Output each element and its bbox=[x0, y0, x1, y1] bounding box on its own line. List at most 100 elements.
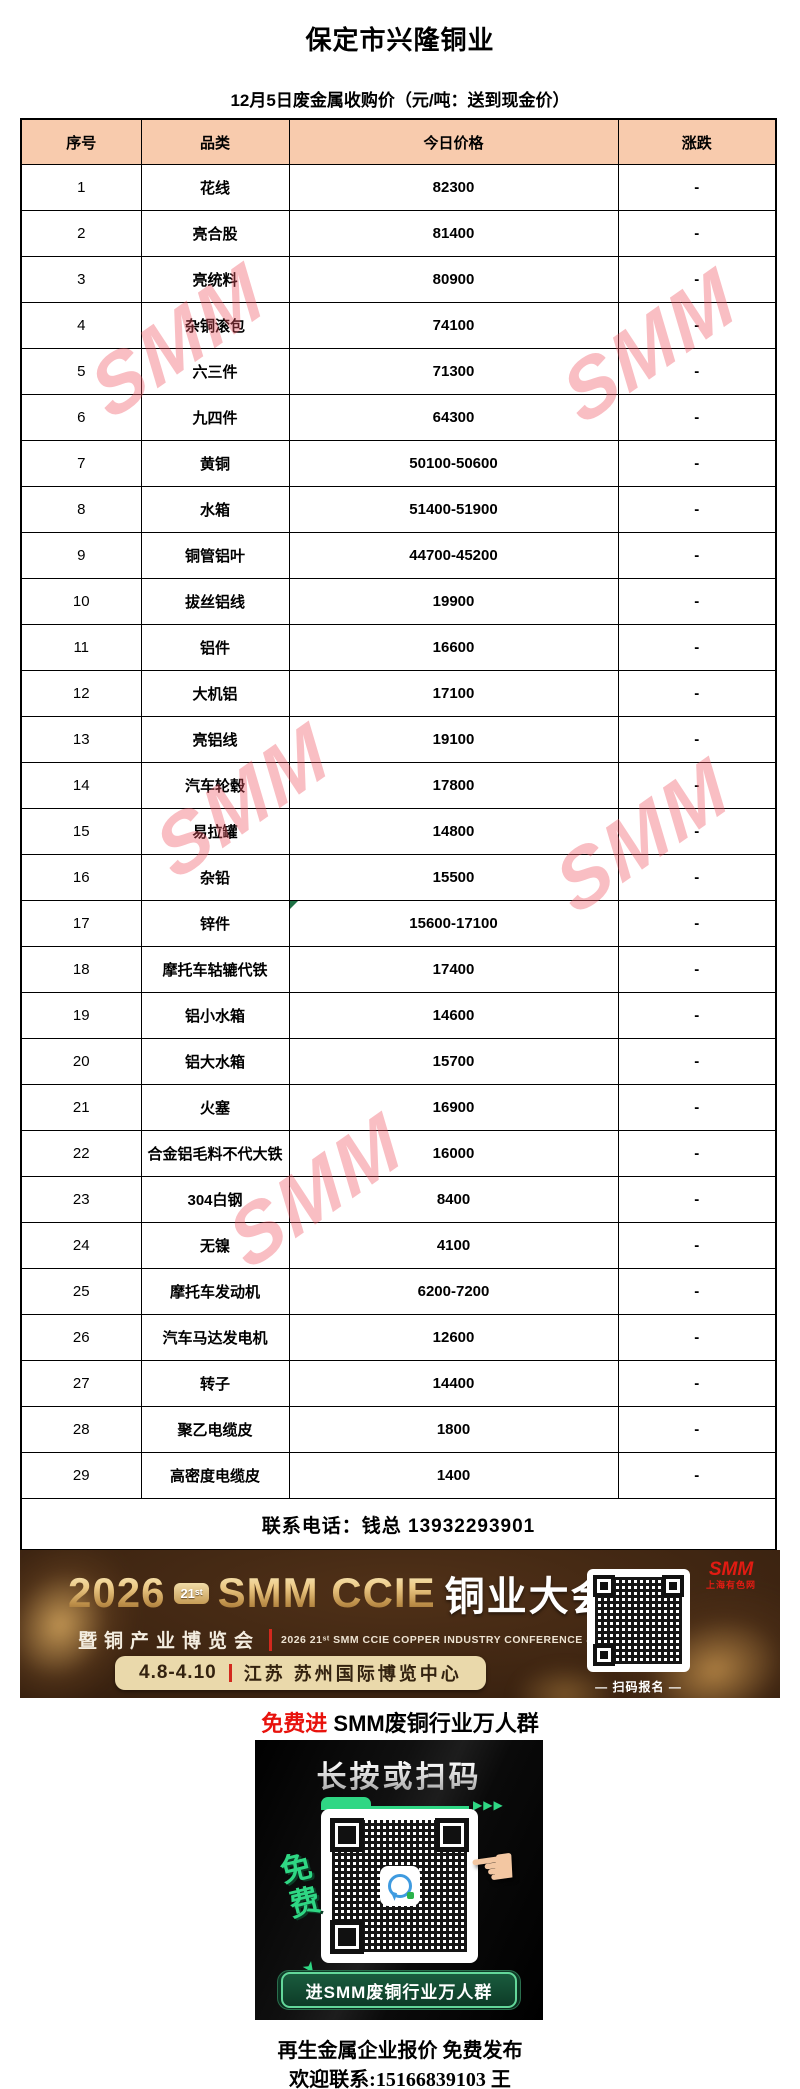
join-group-button-label: 进SMM废铜行业万人群 bbox=[281, 1972, 517, 2008]
table-row: 22 合金铝毛料不代大铁 16000- bbox=[20, 1130, 777, 1177]
cell-index: 13 bbox=[20, 716, 142, 763]
cell-change: - bbox=[617, 1406, 777, 1453]
col-header-change: 涨跌 bbox=[617, 118, 777, 165]
banner-title-cn: 铜业大会 bbox=[444, 1575, 613, 1619]
cell-change: - bbox=[617, 1452, 777, 1499]
banner-subtitle: 暨铜产业博览会 2026 21ˢᵗ SMM CCIE COPPER INDUST… bbox=[78, 1626, 629, 1653]
cell-price: 16900 bbox=[288, 1084, 619, 1131]
cell-index: 27 bbox=[20, 1360, 142, 1407]
banner-subtitle-en: 2026 21ˢᵗ SMM CCIE COPPER INDUSTRY CONFE… bbox=[281, 1633, 629, 1646]
cell-category: 杂铜滚包 bbox=[140, 302, 290, 349]
cell-category: 汽车轮毂 bbox=[140, 762, 290, 809]
cell-price: 44700-45200 bbox=[288, 532, 619, 579]
page-subtitle: 12月5日废金属收购价（元/吨：送到现金价） bbox=[230, 91, 570, 110]
cell-price: 71300 bbox=[288, 348, 619, 395]
table-row: 1 花线 82300- bbox=[20, 164, 777, 211]
cell-change: - bbox=[617, 532, 777, 579]
cell-category: 九四件 bbox=[140, 394, 290, 441]
cell-category: 水箱 bbox=[140, 486, 290, 533]
cell-price: 64300 bbox=[288, 394, 619, 441]
cell-change: - bbox=[617, 1130, 777, 1177]
cell-change: - bbox=[617, 302, 777, 349]
signup-qr-code-icon[interactable] bbox=[587, 1569, 690, 1672]
cell-change: - bbox=[617, 440, 777, 487]
contact-row: 联系电话：钱总 13932293901 bbox=[20, 1498, 777, 1551]
group-qr-code-icon[interactable] bbox=[321, 1809, 478, 1963]
contact-phone: 联系电话：钱总 13932293901 bbox=[20, 1498, 777, 1551]
event-date-venue-pill: 4.8-4.10 江苏 苏州国际博览中心 bbox=[115, 1656, 486, 1690]
cell-price: 51400-51900 bbox=[288, 486, 619, 533]
cell-index: 14 bbox=[20, 762, 142, 809]
table-row: 6 九四件 64300- bbox=[20, 394, 777, 441]
cell-change: - bbox=[617, 1268, 777, 1315]
table-header-row: 序号 品类 今日价格 涨跌 bbox=[20, 118, 777, 165]
qr-finder bbox=[593, 1644, 615, 1666]
divider-bar bbox=[228, 1664, 232, 1682]
cell-change: - bbox=[617, 900, 777, 947]
banner-title: 2026 21ˢᵗ SMM CCIE 铜业大会 bbox=[68, 1564, 613, 1622]
table-row: 24 无镍 4100- bbox=[20, 1222, 777, 1269]
table-row: 19 铝小水箱 14600- bbox=[20, 992, 777, 1039]
cell-change: - bbox=[617, 164, 777, 211]
cell-change: - bbox=[617, 1360, 777, 1407]
cell-index: 26 bbox=[20, 1314, 142, 1361]
table-row: 16 杂铅 15500- bbox=[20, 854, 777, 901]
table-row: 4 杂铜滚包 74100- bbox=[20, 302, 777, 349]
cell-price: 14400 bbox=[288, 1360, 619, 1407]
cell-price: 1800 bbox=[288, 1406, 619, 1453]
cell-category: 六三件 bbox=[140, 348, 290, 395]
table-row: 5 六三件 71300- bbox=[20, 348, 777, 395]
cell-category: 铝大水箱 bbox=[140, 1038, 290, 1085]
cell-change: - bbox=[617, 486, 777, 533]
cell-index: 12 bbox=[20, 670, 142, 717]
table-row: 13 亮铝线 19100- bbox=[20, 716, 777, 763]
price-table-body: 1 花线 82300-2 亮合股 81400-3 亮统料 80900-4 杂铜滚包 74100-… bbox=[20, 164, 777, 1499]
cell-price: 6200-7200 bbox=[288, 1268, 619, 1315]
price-table-wrap: 序号 品类 今日价格 涨跌 1 花线 82300-2 亮合股 81400-3 亮统料 809… bbox=[20, 118, 777, 1551]
cell-index: 20 bbox=[20, 1038, 142, 1085]
banner-subtitle-cn: 暨铜产业博览会 bbox=[78, 1631, 261, 1652]
table-row: 20 铝大水箱 15700- bbox=[20, 1038, 777, 1085]
table-row: 21 火塞 16900- bbox=[20, 1084, 777, 1131]
wechat-icon bbox=[379, 1866, 420, 1906]
cell-index: 28 bbox=[20, 1406, 142, 1453]
cell-category: 聚乙电缆皮 bbox=[140, 1406, 290, 1453]
cell-index: 25 bbox=[20, 1268, 142, 1315]
col-header-category: 品类 bbox=[140, 118, 290, 165]
event-date: 4.8-4.10 bbox=[139, 1662, 217, 1683]
cell-category: 摩托车发动机 bbox=[140, 1268, 290, 1315]
cell-index: 21 bbox=[20, 1084, 142, 1131]
join-group-button[interactable]: 进SMM废铜行业万人群 bbox=[277, 1970, 521, 2010]
smm-logo: SMM 上海有色网 bbox=[706, 1560, 756, 1590]
cell-change: - bbox=[617, 1176, 777, 1223]
cell-category: 亮合股 bbox=[140, 210, 290, 257]
cell-index: 16 bbox=[20, 854, 142, 901]
table-row: 17 锌件 15600-17100- bbox=[20, 900, 777, 947]
cell-price: 1400 bbox=[288, 1452, 619, 1499]
cell-index: 7 bbox=[20, 440, 142, 487]
cell-index: 29 bbox=[20, 1452, 142, 1499]
footer-contact: 欢迎联系:15166839103 王 bbox=[289, 2069, 511, 2089]
col-header-price: 今日价格 bbox=[288, 118, 619, 165]
table-row: 14 汽车轮毂 17800- bbox=[20, 762, 777, 809]
cell-price: 15600-17100 bbox=[288, 900, 619, 947]
cell-index: 11 bbox=[20, 624, 142, 671]
table-row: 9 铜管铝叶 44700-45200- bbox=[20, 532, 777, 579]
page-title: 保定市兴隆铜业 bbox=[305, 25, 495, 55]
cell-price: 17800 bbox=[288, 762, 619, 809]
cell-index: 19 bbox=[20, 992, 142, 1039]
cell-price: 81400 bbox=[288, 210, 619, 257]
table-row: 27 转子 14400- bbox=[20, 1360, 777, 1407]
green-line-decoration bbox=[321, 1806, 469, 1809]
cell-index: 23 bbox=[20, 1176, 142, 1223]
table-row: 10 拔丝铝线 19900- bbox=[20, 578, 777, 625]
cell-price: 17100 bbox=[288, 670, 619, 717]
cell-index: 9 bbox=[20, 532, 142, 579]
cell-category: 汽车马达发电机 bbox=[140, 1314, 290, 1361]
conference-banner: 2026 21ˢᵗ SMM CCIE 铜业大会 暨铜产业博览会 2026 21ˢ… bbox=[20, 1550, 780, 1698]
promo-group-text: SMM废铜行业万人群 bbox=[327, 1711, 539, 1736]
cell-index: 4 bbox=[20, 302, 142, 349]
banner-year: 2026 bbox=[68, 1569, 166, 1616]
cell-category: 铜管铝叶 bbox=[140, 532, 290, 579]
